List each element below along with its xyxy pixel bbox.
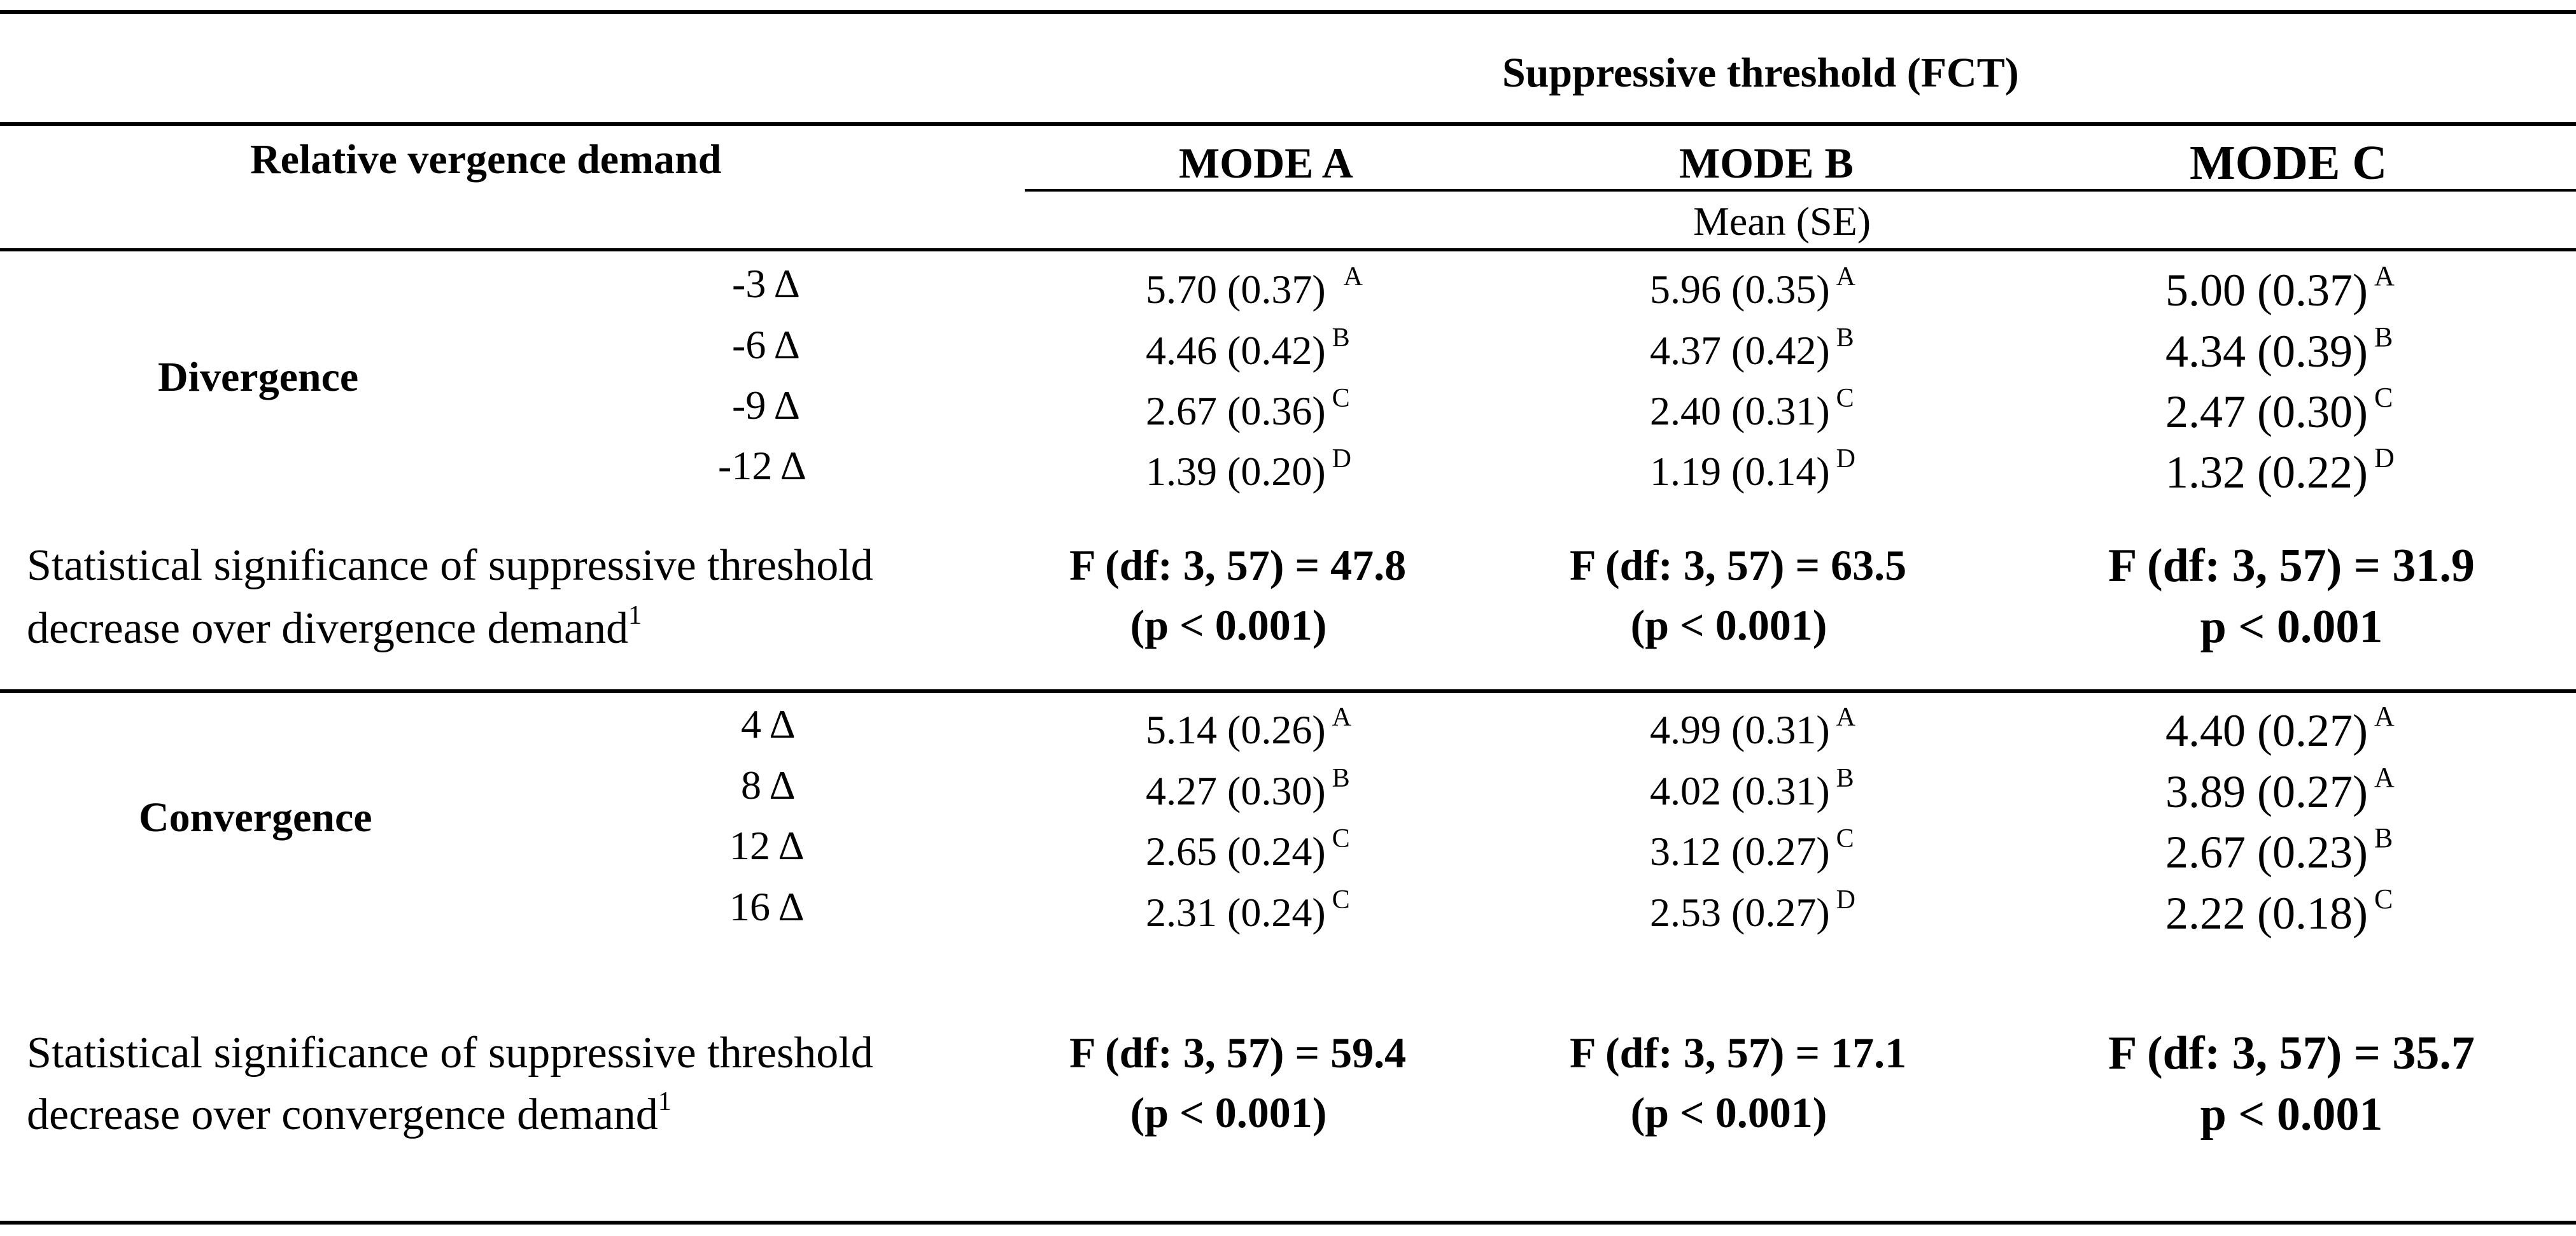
divergence-mode-c-cell: 5.00 (0.37) A [2165,260,2395,316]
convergence-mode-b-cell: 2.53 (0.27) D [1650,885,1855,935]
divergence-mode-c-cell: 1.32 (0.22) D [2165,442,2395,498]
convergence-mode-c-cell: 2.22 (0.18) C [2165,883,2393,939]
convergence-label: Convergence [139,794,372,841]
row-header: Relative vergence demand [250,136,722,183]
subheader-rule [0,248,2576,251]
divergence-stat-mode-c: F (df: 3, 57) = 31.9 p < 0.001 [2108,540,2475,653]
convergence-mode-b-cell: 4.99 (0.31) A [1650,703,1855,752]
subheader-mean-se: Mean (SE) [1693,199,1871,244]
convergence-stat-mode-c: F (df: 3, 57) = 35.7 p < 0.001 [2108,1027,2475,1141]
divergence-label: Divergence [158,354,359,400]
header-rule [0,122,2576,126]
mode-c-header: MODE C [2190,136,2388,190]
divergence-mode-b-cell: 4.37 (0.42) B [1650,323,1854,373]
divergence-mode-c-cell: 4.34 (0.39) B [2165,321,2393,377]
convergence-mode-c-cell: 2.67 (0.23) B [2165,822,2393,878]
convergence-demand-row: 8 Δ [741,762,796,808]
divergence-stat-mode-b: F (df: 3, 57) = 63.5 (p < 0.001) [1570,541,1907,649]
divergence-mode-b-cell: 1.19 (0.14) D [1650,444,1855,494]
divergence-demand-row: -12 Δ [718,443,806,488]
divergence-mode-c-cell: 2.47 (0.30) C [2165,382,2393,437]
divergence-mode-a-cell: 5.70 (0.37) A [1146,262,1363,312]
convergence-mode-b-cell: 3.12 (0.27) C [1650,824,1854,874]
divergence-demand-row: -9 Δ [732,383,800,428]
convergence-demand-row: 12 Δ [729,823,805,868]
divergence-demand-row: -6 Δ [732,322,800,367]
top-rule [0,10,2576,14]
modes-rule [1025,189,2576,192]
convergence-stat-mode-a: F (df: 3, 57) = 59.4 (p < 0.001) [1069,1029,1407,1137]
bottom-rule [0,1221,2576,1225]
footnote-marker: 1 [628,601,642,630]
convergence-mode-b-cell: 4.02 (0.31) B [1650,764,1854,813]
mode-b-header: MODE B [1679,139,1854,187]
convergence-mode-a-cell: 2.31 (0.24) C [1146,885,1350,935]
section-divider-rule [0,689,2576,693]
divergence-stat-label-line2: decrease over divergence demand1 [27,601,642,653]
convergence-demand-row: 4 Δ [741,701,796,747]
convergence-mode-c-cell: 4.40 (0.27) A [2165,701,2395,756]
convergence-stat-mode-b: F (df: 3, 57) = 17.1 (p < 0.001) [1570,1029,1907,1137]
divergence-stat-label-line1: Statistical significance of suppressive … [27,541,873,590]
divergence-stat-mode-a: F (df: 3, 57) = 47.8 (p < 0.001) [1069,541,1407,649]
convergence-stat-label-line1: Statistical significance of suppressive … [27,1029,873,1078]
footnote-marker: 1 [658,1087,672,1116]
divergence-mode-b-cell: 5.96 (0.35) A [1650,262,1855,312]
table-supertitle: Suppressive threshold (FCT) [1502,50,2019,96]
divergence-mode-a-cell: 1.39 (0.20) D [1146,444,1351,494]
divergence-mode-a-cell: 4.46 (0.42) B [1146,323,1350,373]
divergence-mode-b-cell: 2.40 (0.31) C [1650,384,1854,433]
convergence-mode-a-cell: 5.14 (0.26) A [1146,703,1351,752]
convergence-demand-row: 16 Δ [729,884,805,929]
convergence-mode-a-cell: 2.65 (0.24) C [1146,824,1350,874]
convergence-stat-label-line2: decrease over convergence demand1 [27,1087,672,1139]
mode-a-header: MODE A [1179,139,1353,187]
divergence-demand-row: -3 Δ [732,261,800,306]
convergence-mode-a-cell: 4.27 (0.30) B [1146,764,1350,813]
divergence-mode-a-cell: 2.67 (0.36) C [1146,384,1350,433]
convergence-mode-c-cell: 3.89 (0.27) A [2165,762,2395,817]
